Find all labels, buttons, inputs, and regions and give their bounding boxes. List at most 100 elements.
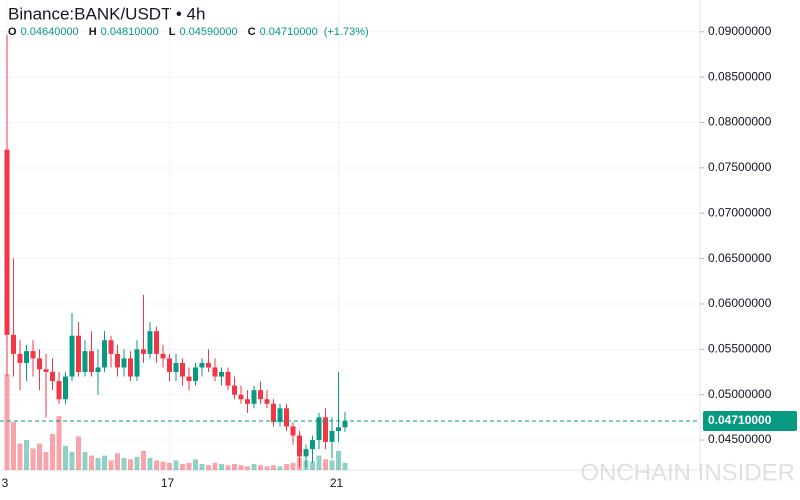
ohlc-key: O — [8, 26, 17, 38]
volume-bar — [4, 374, 10, 470]
candle-body — [43, 369, 49, 373]
y-tick-label: 0.04500000 — [708, 432, 772, 446]
last-price-label: 0.04710000 — [708, 413, 772, 427]
candle-body — [56, 381, 62, 400]
candle-body — [206, 362, 211, 368]
candle-body — [24, 351, 29, 363]
volume-bar — [342, 462, 348, 470]
candle-body — [277, 408, 283, 422]
candle-body — [180, 362, 185, 377]
volume-bar — [147, 458, 153, 470]
candle-body — [50, 372, 55, 382]
candle-body — [102, 340, 107, 368]
volume-bar — [290, 462, 296, 470]
x-tick-label: 3 — [2, 476, 9, 490]
ohlc-value: 0.04590000 — [180, 26, 238, 38]
candle-body — [17, 353, 23, 363]
volume-bar — [24, 440, 29, 470]
volume-bar — [193, 459, 198, 470]
candle-body — [199, 362, 205, 368]
candle-body — [115, 353, 120, 368]
candle-body — [63, 376, 68, 400]
candle-body — [69, 335, 75, 377]
change-label: (+1.73%) — [324, 26, 369, 38]
volume-bar — [63, 446, 68, 470]
volume-bar — [69, 452, 75, 470]
watermark: ONCHAIN INSIDER — [580, 459, 795, 486]
volume-bar — [199, 464, 205, 470]
candle-body — [336, 427, 341, 431]
chart-title: Binance:BANK/USDT • 4h — [8, 4, 205, 23]
volume-bar — [154, 460, 159, 470]
volume-bar — [11, 422, 16, 470]
candle-body — [95, 367, 101, 373]
candle-body — [329, 430, 335, 442]
candle-body — [160, 353, 166, 359]
candle-body — [173, 362, 179, 373]
candle-body — [147, 331, 153, 354]
candle-body — [323, 417, 328, 442]
candle-body — [212, 367, 218, 377]
ohlc-key: H — [89, 26, 97, 38]
candle-body — [290, 426, 296, 436]
candle-body — [316, 417, 322, 441]
volume-bar — [95, 458, 101, 470]
volume-bar — [89, 455, 94, 470]
ohlc-key: C — [248, 26, 256, 38]
candle-body — [167, 358, 172, 373]
volume-bar — [310, 461, 315, 470]
volume-bar — [37, 443, 42, 470]
candle-body — [128, 358, 133, 377]
candle-body — [82, 351, 88, 373]
volume-bar — [277, 466, 283, 470]
volume-bar — [323, 459, 328, 470]
volume-bar — [180, 464, 185, 470]
y-tick-label: 0.07500000 — [708, 160, 772, 174]
volume-bar — [17, 443, 23, 470]
volume-bar — [102, 455, 107, 470]
volume-bar — [264, 466, 270, 470]
candle-body — [271, 403, 276, 422]
y-tick-label: 0.05500000 — [708, 341, 772, 355]
volume-bar — [245, 466, 250, 470]
ohlc-value: 0.04710000 — [260, 26, 318, 38]
y-tick-label: 0.07000000 — [708, 205, 772, 219]
x-tick-label: 21 — [330, 476, 344, 490]
candle-body — [141, 349, 146, 354]
volume-bar — [56, 416, 62, 470]
x-tick-label: 17 — [161, 476, 175, 490]
candle-body — [284, 408, 289, 427]
volume-bar — [186, 462, 192, 470]
volume-bar — [76, 436, 81, 470]
volume-bar — [219, 464, 224, 470]
volume-bar — [30, 448, 36, 470]
ohlc-value: 0.04810000 — [101, 26, 159, 38]
volume-bar — [206, 465, 211, 470]
candle-body — [238, 394, 244, 400]
candle-body — [154, 331, 159, 354]
volume-bar — [115, 453, 120, 470]
volume-bar — [329, 460, 335, 470]
ohlc-key: L — [169, 26, 176, 38]
candle-body — [193, 367, 198, 382]
volume-bar — [160, 461, 166, 470]
candle-body — [303, 449, 309, 457]
candle-body — [121, 358, 127, 368]
candle-body — [89, 351, 94, 373]
candle-body — [232, 385, 237, 395]
volume-bar — [225, 465, 231, 470]
volume-bar — [167, 462, 172, 470]
candle-body — [251, 390, 257, 404]
volume-bar — [128, 459, 133, 470]
candle-body — [342, 421, 348, 428]
volume-bar — [108, 460, 114, 470]
candle-body — [297, 435, 302, 457]
candle-body — [134, 349, 140, 377]
candle-body — [245, 399, 250, 404]
candle-body — [11, 334, 16, 354]
candle-body — [264, 399, 270, 404]
volume-bar — [271, 465, 276, 470]
volume-bar — [258, 465, 263, 470]
